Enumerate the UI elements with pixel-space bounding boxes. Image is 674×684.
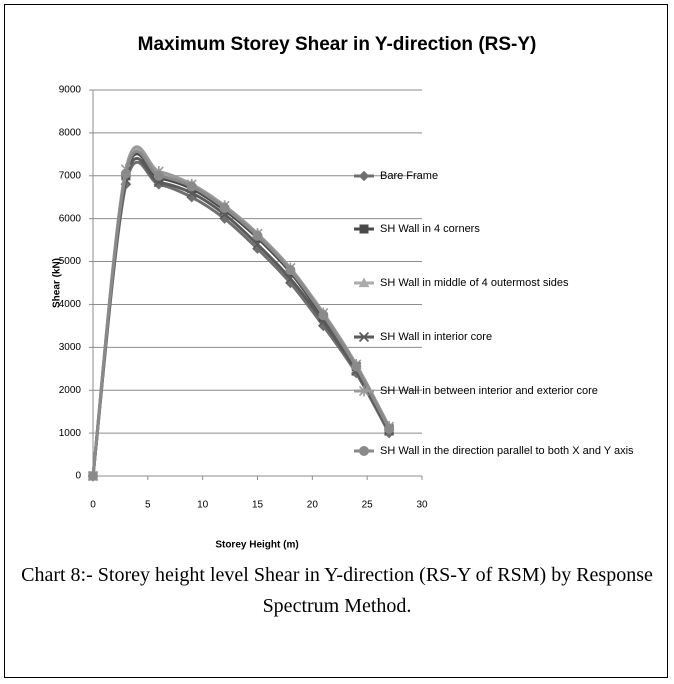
legend-swatch [354,446,374,456]
marker [358,331,370,343]
x-axis-label: Storey Height (m) [215,540,298,551]
marker [358,277,370,288]
x-tick-label: 20 [307,500,319,511]
marker [318,310,329,321]
series-line [91,147,391,477]
marker [359,224,369,234]
series-line [91,145,391,477]
y-tick-label: 4000 [59,299,82,310]
legend-swatch [354,277,374,288]
legend-label: SH Wall in interior core [380,331,493,343]
legend-label: SH Wall in 4 corners [380,223,480,235]
caption: Chart 8:- Storey height level Shear in Y… [21,564,653,617]
frame [4,4,668,678]
marker [358,170,370,182]
y-tick-label: 6000 [59,213,82,224]
marker [359,446,369,456]
series-line [91,152,391,477]
legend-label: SH Wall in the direction parallel to bot… [380,445,634,457]
marker [120,168,131,179]
y-tick-label: 8000 [59,128,82,139]
y-tick-label: 3000 [59,342,82,353]
legend-swatch [354,170,374,182]
series-line [91,157,391,477]
legend-item: Bare Frame [352,163,652,189]
x-tick-label: 0 [90,500,96,511]
marker [285,265,296,276]
legend-label: SH Wall in between interior and exterior… [380,385,598,397]
y-tick-label: 9000 [59,85,82,96]
x-tick-label: 10 [197,500,209,511]
marker [252,239,263,250]
y-tick-label: 0 [75,471,81,482]
y-axis-label: Shear (kN) [52,258,63,308]
x-tick-label: 25 [362,500,374,511]
marker [186,181,197,192]
y-tick-label: 2000 [59,385,82,396]
legend-label: Bare Frame [380,170,439,182]
y-tick-label: 1000 [59,428,82,439]
legend-swatch [354,331,374,343]
y-tick-label: 7000 [59,170,82,181]
marker [384,423,395,434]
legend-swatch [354,224,374,234]
series-line [91,150,391,477]
marker [219,202,230,213]
chart-title: Maximum Storey Shear in Y-direction (RS-… [138,34,537,55]
y-tick-label: 5000 [59,256,82,267]
marker [252,230,263,241]
legend-item: SH Wall in between interior and exterior… [352,378,652,404]
x-tick-label: 5 [145,500,151,511]
marker [351,361,362,372]
legend-swatch [354,385,374,397]
marker [153,170,164,181]
x-tick-label: 30 [416,500,428,511]
legend-item: SH Wall in the direction parallel to bot… [352,438,652,464]
marker [358,385,370,397]
marker [88,471,98,481]
legend-item: SH Wall in 4 corners [352,216,652,242]
legend-item: SH Wall in interior core [352,324,652,350]
series-line [91,160,391,477]
legend-label: SH Wall in middle of 4 outermost sides [380,277,569,289]
legend-item: SH Wall in middle of 4 outermost sides [352,270,652,296]
x-tick-label: 15 [252,500,264,511]
